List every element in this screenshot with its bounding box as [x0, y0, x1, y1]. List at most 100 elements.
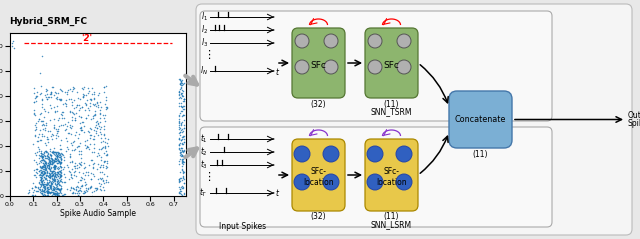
Point [99, 127, 109, 131]
Point [52, 193, 62, 196]
Point [51, 183, 61, 186]
Point [56, 178, 66, 181]
Point [38, 189, 49, 192]
Point [49, 86, 59, 89]
Point [178, 113, 188, 116]
Point [80, 190, 90, 194]
Point [50, 191, 60, 195]
Circle shape [367, 174, 383, 190]
Point [176, 123, 186, 127]
Point [173, 131, 184, 135]
Circle shape [324, 60, 338, 74]
Point [52, 186, 63, 190]
Point [66, 126, 76, 130]
Point [56, 170, 66, 174]
Point [47, 193, 57, 197]
Point [39, 107, 49, 111]
Point [99, 133, 109, 137]
Point [53, 187, 63, 191]
Point [31, 121, 42, 125]
Point [52, 153, 62, 157]
Point [35, 154, 45, 158]
Point [38, 189, 49, 192]
Point [79, 177, 89, 181]
Point [83, 170, 93, 174]
Point [81, 182, 92, 186]
Point [179, 113, 189, 117]
Point [47, 85, 57, 89]
Point [77, 176, 87, 180]
Point [79, 124, 89, 128]
Point [102, 174, 112, 178]
Point [39, 175, 49, 179]
Point [176, 104, 186, 108]
Point [50, 172, 60, 176]
Point [36, 98, 47, 102]
Point [38, 169, 49, 173]
Point [47, 176, 58, 180]
Point [37, 192, 47, 196]
Point [177, 168, 187, 172]
Point [174, 119, 184, 123]
Point [38, 178, 49, 182]
Point [46, 154, 56, 158]
Point [95, 125, 106, 129]
Point [80, 180, 90, 184]
Point [100, 98, 111, 102]
Point [96, 188, 106, 192]
Point [65, 111, 76, 114]
Point [44, 193, 54, 197]
Point [50, 178, 60, 182]
Point [39, 188, 49, 192]
Point [49, 188, 59, 192]
Point [49, 150, 59, 154]
Point [89, 92, 99, 95]
Point [46, 165, 56, 168]
Point [49, 185, 60, 189]
Point [40, 141, 50, 145]
Point [28, 190, 38, 194]
Point [45, 103, 55, 107]
Point [36, 191, 47, 195]
Point [96, 177, 106, 181]
Point [83, 91, 93, 95]
Point [42, 183, 52, 187]
Point [40, 161, 51, 165]
FancyBboxPatch shape [449, 91, 512, 148]
Point [31, 160, 41, 164]
Point [49, 164, 60, 168]
Point [36, 158, 46, 162]
Point [50, 174, 60, 178]
Circle shape [295, 34, 309, 48]
Point [78, 191, 88, 195]
Point [175, 158, 185, 161]
Point [61, 149, 71, 153]
Point [40, 109, 50, 113]
Point [175, 187, 185, 191]
Point [42, 150, 52, 154]
Point [74, 152, 84, 156]
Text: '2': '2' [81, 34, 93, 43]
Point [44, 155, 54, 159]
Point [29, 109, 39, 112]
Point [177, 169, 188, 173]
Point [82, 145, 92, 149]
Circle shape [368, 60, 382, 74]
Point [54, 187, 65, 190]
Point [68, 191, 78, 195]
Point [177, 153, 188, 157]
Point [175, 187, 185, 190]
Point [53, 170, 63, 174]
Point [55, 175, 65, 179]
Point [74, 161, 84, 165]
Point [88, 166, 98, 170]
Point [54, 159, 65, 163]
Point [101, 149, 111, 153]
Point [83, 189, 93, 193]
Point [85, 126, 95, 130]
Point [45, 118, 55, 122]
Point [177, 83, 187, 87]
Point [47, 161, 58, 165]
Point [39, 171, 49, 175]
Point [42, 165, 52, 168]
